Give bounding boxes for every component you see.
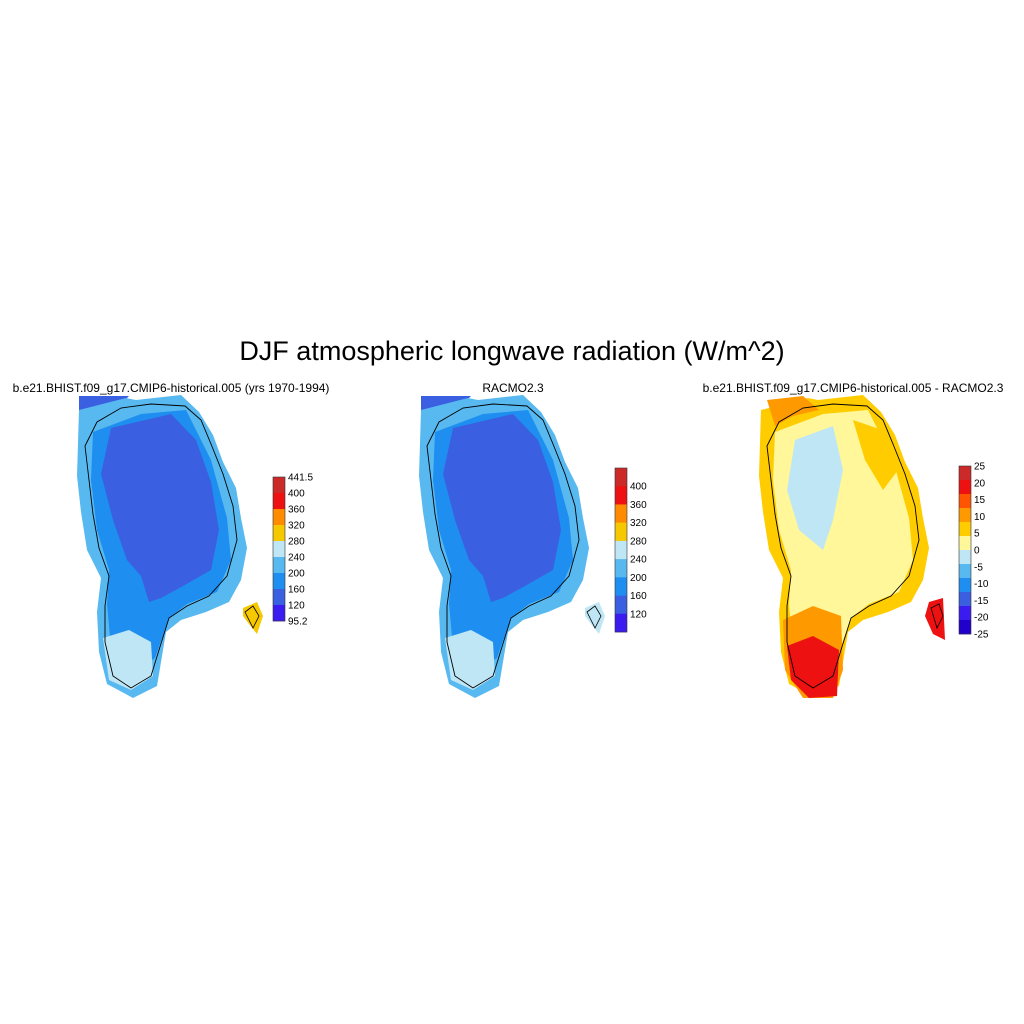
coastline bbox=[426, 403, 580, 689]
colorbar-swatch bbox=[615, 486, 627, 505]
colorbar-swatch bbox=[959, 466, 971, 481]
colorbar-swatch bbox=[273, 573, 285, 590]
colorbar-swatch bbox=[273, 605, 285, 622]
colorbar-frame bbox=[614, 467, 628, 633]
colorbar-swatch bbox=[273, 589, 285, 606]
colorbar-swatch bbox=[959, 494, 971, 509]
figure-title: DJF atmospheric longwave radiation (W/m^… bbox=[239, 336, 785, 366]
colorbar-tick-label: 320 bbox=[630, 518, 647, 529]
colorbar-tick-label: 15 bbox=[974, 495, 986, 506]
panel-title-racmo: RACMO2.3 bbox=[482, 381, 544, 395]
colorbar: 400 360 320 280 240 200 160 120 bbox=[614, 467, 647, 633]
southern-tip-field bbox=[103, 630, 153, 690]
colorbar-tick-label: 400 bbox=[288, 489, 305, 500]
colorbar: 441.5 400 360 320 280 240 200 160 120 95.2 bbox=[272, 473, 313, 628]
map-difference: 25 20 15 10 5 0 -5 -10 -15 -20 -25 bbox=[759, 395, 989, 698]
colorbar-swatch bbox=[273, 541, 285, 558]
colorbar-tick-label: -15 bbox=[974, 596, 989, 607]
colorbar-tick-label: 240 bbox=[630, 555, 647, 566]
panel-title-difference: b.e21.BHIST.f09_g17.CMIP6-historical.005… bbox=[702, 381, 1004, 395]
colorbar-tick-label: -10 bbox=[974, 579, 989, 590]
colorbar-tick-label: 441.5 bbox=[288, 473, 313, 484]
panel-model: b.e21.BHIST.f09_g17.CMIP6-historical.005… bbox=[1, 380, 341, 720]
colorbar-swatch bbox=[615, 522, 627, 542]
colorbar-swatch bbox=[273, 493, 285, 510]
colorbar-swatch bbox=[959, 564, 971, 579]
iceland-field bbox=[585, 602, 605, 634]
colorbar-tick-label: 10 bbox=[974, 512, 986, 523]
colorbar-tick-label: 25 bbox=[974, 462, 986, 473]
map-model: 441.5 400 360 320 280 240 200 160 120 95.2 bbox=[77, 395, 313, 698]
iceland-coastline bbox=[586, 605, 602, 629]
iceland-field bbox=[925, 598, 945, 640]
colorbar-tick-label: 200 bbox=[630, 573, 647, 584]
colorbar-tick-label: 0 bbox=[974, 546, 980, 557]
colorbar-tick-label: 280 bbox=[288, 537, 305, 548]
colorbar-tick-label: 400 bbox=[630, 482, 647, 493]
colorbar-tick-label: 360 bbox=[630, 500, 647, 511]
colorbar-swatch bbox=[615, 613, 627, 633]
colorbar-swatch bbox=[273, 477, 285, 494]
strong-bias-southern-tip bbox=[787, 636, 839, 698]
iceland-coastline bbox=[930, 603, 944, 630]
colorbar-tick-label: -5 bbox=[974, 562, 983, 573]
colorbar-swatch bbox=[615, 595, 627, 615]
colorbar-tick-label: -25 bbox=[974, 630, 989, 641]
iceland-coastline bbox=[244, 605, 260, 629]
colorbar-swatch bbox=[959, 592, 971, 607]
colorbar-swatch bbox=[273, 509, 285, 526]
southern-tip-field bbox=[445, 630, 495, 690]
colorbar-swatch bbox=[615, 577, 627, 596]
colorbar: 25 20 15 10 5 0 -5 -10 -15 -20 -25 bbox=[958, 462, 989, 641]
colorbar-tick-label: 20 bbox=[974, 478, 986, 489]
colorbar-swatch bbox=[615, 540, 627, 560]
colorbar-swatch bbox=[615, 468, 627, 487]
colorbar-swatch bbox=[959, 620, 971, 635]
colorbar-swatch bbox=[959, 536, 971, 551]
colorbar-tick-label: 5 bbox=[974, 529, 980, 540]
colorbar-swatch bbox=[615, 559, 627, 578]
colorbar-tick-label: 200 bbox=[288, 569, 305, 580]
colorbar-tick-label: 360 bbox=[288, 505, 305, 516]
colorbar-frame bbox=[958, 465, 972, 635]
iceland-field bbox=[243, 602, 263, 634]
colorbar-swatch bbox=[959, 480, 971, 495]
positive-bias-northeast bbox=[853, 420, 898, 490]
colorbar-swatch bbox=[959, 550, 971, 565]
map-racmo: 400 360 320 280 240 200 160 120 bbox=[419, 395, 647, 698]
coastline bbox=[766, 403, 920, 689]
colorbar-frame bbox=[272, 476, 286, 622]
colorbar-tick-label: 95.2 bbox=[288, 617, 308, 628]
negative-bias-region bbox=[787, 426, 843, 550]
colorbar-swatch bbox=[273, 525, 285, 542]
colorbar-swatch bbox=[959, 508, 971, 523]
colorbar-tick-label: 120 bbox=[288, 601, 305, 612]
colorbar-swatch bbox=[959, 522, 971, 537]
colorbar-tick-label: 160 bbox=[630, 591, 647, 602]
colorbar-swatch bbox=[959, 606, 971, 621]
colorbar-tick-label: 120 bbox=[630, 609, 647, 620]
colorbar-swatch bbox=[273, 557, 285, 574]
land-field-interior bbox=[101, 414, 219, 602]
colorbar-tick-label: 280 bbox=[630, 536, 647, 547]
land-field-interior bbox=[443, 414, 561, 602]
colorbar-tick-label: 320 bbox=[288, 521, 305, 532]
colorbar-tick-label: -20 bbox=[974, 613, 989, 624]
panel-racmo: RACMO2.3 400 360 320 280 240 200 160 120 bbox=[343, 380, 683, 720]
panel-title-model: b.e21.BHIST.f09_g17.CMIP6-historical.005… bbox=[12, 381, 330, 395]
colorbar-swatch bbox=[959, 578, 971, 593]
coastline bbox=[84, 403, 238, 689]
positive-bias-northwest bbox=[767, 396, 819, 426]
colorbar-swatch bbox=[615, 504, 627, 523]
colorbar-tick-label: 160 bbox=[288, 585, 305, 596]
panel-difference: b.e21.BHIST.f09_g17.CMIP6-historical.005… bbox=[683, 380, 1023, 720]
colorbar-tick-label: 240 bbox=[288, 553, 305, 564]
